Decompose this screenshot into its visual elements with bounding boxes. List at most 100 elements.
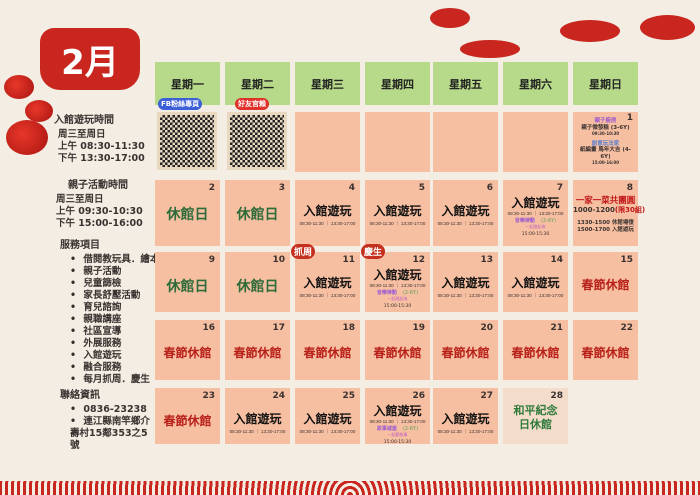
day-cell-4[interactable]: 4 入館遊玩 08:30-11:30 ｜ 13:30-17:00	[295, 180, 360, 246]
play-label: 入館遊玩	[303, 412, 352, 426]
closed-label: 休館日	[236, 207, 279, 223]
closed-label: 休館日	[166, 279, 209, 295]
day-cell-13[interactable]: 13 入館遊玩 08:30-11:30 ｜ 13:30-17:00	[433, 252, 498, 312]
day-number: 14	[550, 255, 563, 265]
festival-closed-label: 春節休館	[441, 346, 490, 360]
day-number: 23	[202, 391, 215, 401]
day-cell-14[interactable]: 14 入館遊玩 08:30-11:30 ｜ 13:30-17:00	[503, 252, 568, 312]
visit-hours: 入館遊玩時間 周三至周日 上午 08:30-11:30 下午 13:30-17:…	[54, 115, 145, 165]
day-cell-10[interactable]: 10 休館日	[225, 252, 290, 312]
day-cell-15[interactable]: 15 春節休館	[573, 252, 638, 312]
day-cell-18[interactable]: 18 春節休館	[295, 320, 360, 380]
activity-title: 親子廚房	[594, 118, 617, 124]
service-item: 融合服務	[70, 362, 159, 374]
day-cell-6[interactable]: 6 入館遊玩 08:30-11:30 ｜ 13:30-17:00	[433, 180, 498, 246]
service-item: 兒童篩檢	[70, 278, 159, 290]
phone: 0836-23238	[70, 404, 155, 416]
weekday-header: 星期日	[573, 62, 638, 105]
day-cell-22[interactable]: 22 春節休館	[573, 320, 638, 380]
day-number: 1	[626, 113, 633, 123]
visit-line: 上午 08:30-11:30	[58, 141, 145, 152]
day-cell-21[interactable]: 21 春節休館	[503, 320, 568, 380]
day-cell-11[interactable]: 11 抓周 入館遊玩 08:30-11:30 ｜ 13:30-17:00	[291, 244, 360, 312]
activity-title: 親子活動時間	[68, 180, 128, 191]
event-time: 1000-1200	[573, 206, 615, 214]
empty-cell	[433, 112, 498, 172]
play-time: 08:30-11:30 ｜ 13:30-17:00	[299, 221, 356, 226]
weekday-header: 星期三	[295, 62, 360, 105]
lantern-icon	[6, 120, 48, 155]
activity: 音樂律動 (2-6Y) 一起跳起來	[376, 290, 419, 301]
day-number: 19	[412, 323, 425, 333]
day-cell-17[interactable]: 17 春節休館	[225, 320, 290, 380]
day-number: 10	[272, 255, 285, 265]
play-label: 入館遊玩	[303, 204, 352, 218]
day-cell-25[interactable]: 25 入館遊玩 08:30-11:30 ｜ 13:30-17:00	[295, 388, 360, 444]
day-number: 8	[626, 183, 633, 193]
service-item: 親子活動	[70, 266, 159, 278]
day-cell-16[interactable]: 16 春節休館	[155, 320, 220, 380]
day-cell-28[interactable]: 28 和平紀念日休館	[503, 388, 568, 444]
play-label: 入館遊玩	[373, 404, 422, 418]
play-time: 08:30-11:30 ｜ 13:30-17:00	[229, 429, 286, 434]
play-label: 入館遊玩	[233, 412, 282, 426]
cloud-decoration	[430, 8, 470, 28]
cloud-decoration	[560, 20, 620, 42]
day-cell-23[interactable]: 23 春節休館	[155, 388, 220, 444]
play-time: 08:30-11:30 ｜ 13:30-17:00	[369, 419, 426, 424]
day-cell-3[interactable]: 3 休館日	[225, 180, 290, 246]
festival-closed-label: 春節休館	[303, 346, 352, 360]
day-cell-9[interactable]: 9 休館日	[155, 252, 220, 312]
day-cell-26[interactable]: 26 入館遊玩 08:30-11:30 ｜ 13:30-17:00 故事城堡 (2-6…	[365, 388, 430, 445]
play-time: 08:30-11:30 ｜ 13:30-17:00	[437, 293, 494, 298]
play-label: 入館遊玩	[441, 412, 490, 426]
activity: 故事城堡 (2-6Y) 一起聽故事	[376, 426, 419, 437]
day-cell-27[interactable]: 27 入館遊玩 08:30-11:30 ｜ 13:30-17:00	[433, 388, 498, 444]
day-number: 6	[486, 183, 493, 193]
line-qr-code[interactable]	[227, 112, 287, 170]
day-cell-20[interactable]: 20 春節休館	[433, 320, 498, 380]
day-number: 27	[480, 391, 493, 401]
day-cell-1[interactable]: 1 親子廚房 親子微發糕 (3-6Y) 09:30-10:30 創意玩法家 紙編…	[573, 112, 638, 172]
festival-closed-label: 春節休館	[163, 346, 212, 360]
play-time: 08:30-11:30 ｜ 13:30-17:00	[299, 429, 356, 434]
address: 連江縣南竿鄉介壽村15鄰353之5號	[70, 416, 155, 452]
play-label: 入館遊玩	[441, 276, 490, 290]
activity-hours: 親子活動時間 周三至周日 上午 09:30-10:30 下午 15:00-16:…	[56, 180, 143, 230]
service-item: 外展服務	[70, 338, 159, 350]
day-number: 11	[342, 255, 355, 265]
contact-title: 聯絡資訊	[60, 390, 100, 401]
activity-time: 15:00-15:30	[521, 232, 550, 237]
activity-line: 周三至周日	[56, 194, 104, 205]
day-number: 9	[208, 255, 215, 265]
day-number: 4	[348, 183, 355, 193]
service-item: 社區宣導	[70, 326, 159, 338]
lantern-icon	[25, 100, 53, 122]
contact: 聯絡資訊 0836-23238連江縣南竿鄉介壽村15鄰353之5號	[60, 390, 155, 452]
activity: 音樂律動 (2-6Y) 一起跳起來	[514, 218, 557, 229]
day-cell-5[interactable]: 5 入館遊玩 08:30-11:30 ｜ 13:30-17:00	[365, 180, 430, 246]
day-cell-8[interactable]: 8 一家一菜共團圓 1000-1200(限30組) 1330-1500 休館場復…	[573, 180, 645, 246]
fb-qr-code[interactable]	[157, 112, 217, 170]
service-item: 家長舒壓活動	[70, 290, 159, 302]
weekday-header: 星期四	[365, 62, 430, 105]
play-time: 08:30-11:30 ｜ 13:30-17:00	[299, 293, 356, 298]
empty-cell	[365, 112, 430, 172]
activity-time: 15:00-15:30	[383, 440, 412, 445]
lantern-icon	[4, 75, 34, 99]
day-cell-7[interactable]: 7 入館遊玩 08:30-11:30 ｜ 13:30-17:00 音樂律動 (2-6Y…	[503, 180, 568, 246]
festival-closed-label: 春節休館	[511, 346, 560, 360]
day-number: 2	[208, 183, 215, 193]
event-limit: (限30組)	[614, 206, 646, 214]
day-cell-24[interactable]: 24 入館遊玩 08:30-11:30 ｜ 13:30-17:00	[225, 388, 290, 444]
event-line: 1500-1700 入館遊玩	[577, 227, 634, 233]
day-cell-19[interactable]: 19 春節休館	[365, 320, 430, 380]
day-cell-2[interactable]: 2 休館日	[155, 180, 220, 246]
activity-time: 15:00-16:00	[591, 160, 620, 165]
day-cell-12[interactable]: 12 慶生 入館遊玩 08:30-11:30 ｜ 13:30-17:00 音樂律動 (2…	[361, 244, 430, 312]
visit-line: 下午 13:30-17:00	[58, 153, 145, 164]
day-number: 3	[278, 183, 285, 193]
festival-closed-label: 春節休館	[581, 278, 630, 292]
day-number: 28	[550, 391, 563, 401]
festival-closed-label: 春節休館	[163, 414, 212, 428]
